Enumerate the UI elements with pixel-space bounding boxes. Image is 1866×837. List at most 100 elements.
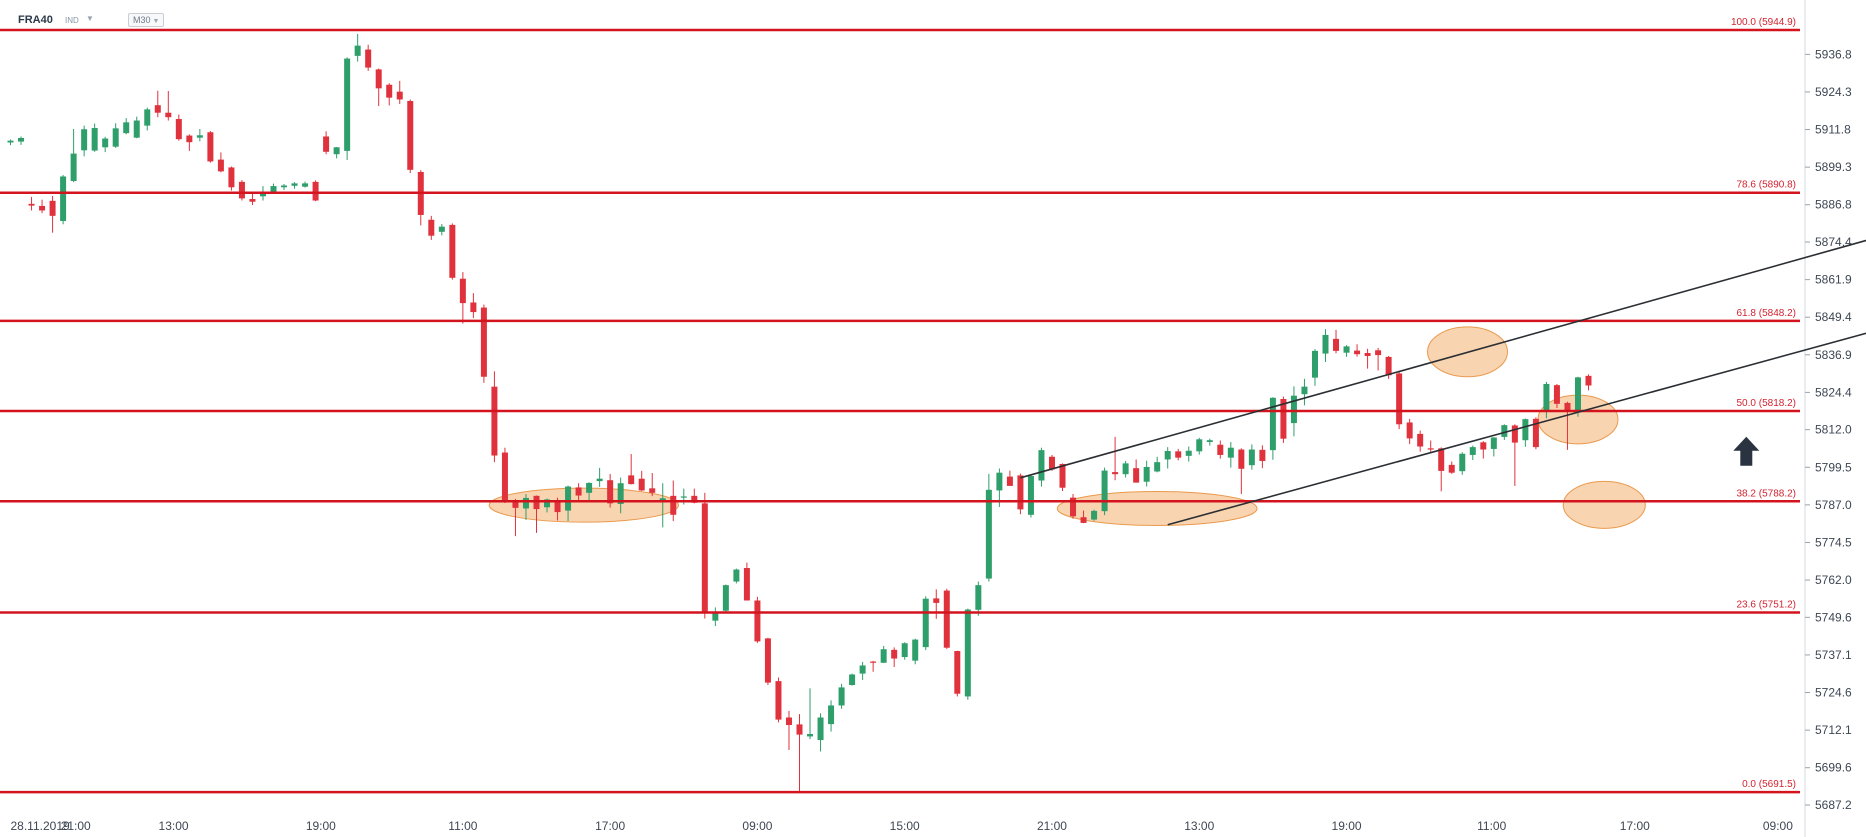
candle-bullish[interactable]: [975, 585, 982, 610]
candle-bullish[interactable]: [1269, 397, 1276, 451]
candle-bullish[interactable]: [144, 109, 151, 126]
candle-bearish[interactable]: [1364, 352, 1371, 356]
candle-bearish[interactable]: [1385, 356, 1392, 376]
candle-bullish[interactable]: [922, 598, 929, 648]
candle-bearish[interactable]: [954, 651, 961, 694]
candle-bearish[interactable]: [1112, 472, 1119, 475]
candle-bearish[interactable]: [249, 199, 256, 202]
candle-bearish[interactable]: [175, 119, 182, 140]
candle-bearish[interactable]: [1217, 444, 1224, 455]
candle-bullish[interactable]: [1101, 470, 1108, 512]
candle-bearish[interactable]: [154, 105, 161, 113]
candle-bearish[interactable]: [228, 167, 235, 188]
candle-bearish[interactable]: [238, 181, 245, 199]
candle-bullish[interactable]: [1248, 449, 1255, 466]
candle-bullish[interactable]: [18, 137, 25, 142]
candle-bearish[interactable]: [470, 302, 477, 313]
candle-bearish[interactable]: [764, 638, 771, 683]
candle-bearish[interactable]: [1375, 350, 1382, 356]
candle-bullish[interactable]: [354, 45, 361, 56]
candle-bullish[interactable]: [1227, 447, 1234, 458]
candle-bearish[interactable]: [375, 69, 382, 89]
candle-bearish[interactable]: [628, 475, 635, 485]
timeframe-selector[interactable]: M30 ▼: [128, 13, 165, 27]
candle-bullish[interactable]: [912, 639, 919, 661]
candle-bearish[interactable]: [386, 84, 393, 98]
candle-bearish[interactable]: [459, 278, 466, 304]
candle-bullish[interactable]: [838, 687, 845, 706]
candle-bearish[interactable]: [1396, 373, 1403, 425]
candle-bearish[interactable]: [775, 681, 782, 720]
candle-bearish[interactable]: [1080, 517, 1087, 523]
candle-bullish[interactable]: [985, 489, 992, 579]
candle-bullish[interactable]: [302, 183, 309, 187]
candle-bullish[interactable]: [438, 226, 445, 232]
candle-bullish[interactable]: [333, 147, 340, 155]
candle-bullish[interactable]: [70, 153, 77, 181]
candle-bearish[interactable]: [1006, 476, 1013, 486]
candle-bearish[interactable]: [870, 661, 877, 663]
highlight-zone[interactable]: [1562, 480, 1646, 529]
candle-bullish[interactable]: [828, 705, 835, 725]
candle-bearish[interactable]: [554, 501, 561, 513]
channel-trend-line[interactable]: [1167, 329, 1866, 526]
candle-bearish[interactable]: [743, 568, 750, 601]
candle-bullish[interactable]: [123, 122, 130, 134]
candle-bearish[interactable]: [638, 478, 645, 491]
candle-bullish[interactable]: [1038, 450, 1045, 481]
candle-bullish[interactable]: [1543, 383, 1550, 412]
candle-bearish[interactable]: [1238, 449, 1245, 469]
candle-bullish[interactable]: [1490, 437, 1497, 449]
candle-bullish[interactable]: [281, 185, 288, 188]
candle-bullish[interactable]: [1091, 510, 1098, 520]
candle-bearish[interactable]: [1553, 385, 1560, 404]
candle-bearish[interactable]: [1417, 433, 1424, 447]
candle-bearish[interactable]: [754, 600, 761, 642]
candle-bullish[interactable]: [133, 120, 140, 138]
candle-bullish[interactable]: [817, 717, 824, 741]
candle-bearish[interactable]: [49, 200, 56, 216]
candle-bearish[interactable]: [1280, 399, 1287, 439]
candle-bearish[interactable]: [323, 136, 330, 152]
candle-bullish[interactable]: [712, 612, 719, 621]
candle-bullish[interactable]: [733, 569, 740, 582]
candle-bearish[interactable]: [1175, 451, 1182, 458]
candle-bearish[interactable]: [1333, 338, 1340, 351]
candle-bearish[interactable]: [28, 203, 35, 206]
candle-bullish[interactable]: [964, 609, 971, 697]
candle-bullish[interactable]: [849, 674, 856, 686]
candle-bullish[interactable]: [1343, 346, 1350, 353]
candle-bullish[interactable]: [1164, 451, 1171, 460]
candle-bullish[interactable]: [1469, 447, 1476, 455]
candle-bullish[interactable]: [291, 183, 298, 186]
candle-bullish[interactable]: [522, 497, 529, 509]
candle-bearish[interactable]: [501, 452, 508, 501]
candle-bearish[interactable]: [1070, 497, 1077, 517]
candle-bullish[interactable]: [880, 649, 887, 663]
candle-bearish[interactable]: [207, 132, 214, 162]
candle-bearish[interactable]: [1480, 442, 1487, 450]
candle-bearish[interactable]: [39, 205, 46, 211]
candle-bearish[interactable]: [1059, 463, 1066, 488]
candle-bullish[interactable]: [91, 128, 98, 151]
symbol-dropdown-icon[interactable]: ▼: [86, 14, 94, 23]
candle-bullish[interactable]: [996, 472, 1003, 491]
candle-bearish[interactable]: [396, 91, 403, 100]
candle-bullish[interactable]: [859, 665, 866, 674]
candle-bearish[interactable]: [1427, 448, 1434, 450]
channel-trend-line[interactable]: [1020, 236, 1866, 479]
candle-bearish[interactable]: [1511, 425, 1518, 443]
candle-bearish[interactable]: [480, 307, 487, 377]
candle-bearish[interactable]: [785, 717, 792, 726]
candle-bullish[interactable]: [586, 482, 593, 493]
candle-bullish[interactable]: [1311, 350, 1318, 378]
candle-bullish[interactable]: [112, 128, 119, 147]
candle-bearish[interactable]: [701, 503, 708, 614]
candle-bearish[interactable]: [1585, 375, 1592, 386]
candle-bearish[interactable]: [1438, 448, 1445, 471]
candle-bullish[interactable]: [544, 499, 551, 508]
candle-bearish[interactable]: [649, 488, 656, 493]
candle-bearish[interactable]: [491, 386, 498, 456]
candle-bearish[interactable]: [449, 224, 456, 278]
candle-bearish[interactable]: [796, 724, 803, 735]
